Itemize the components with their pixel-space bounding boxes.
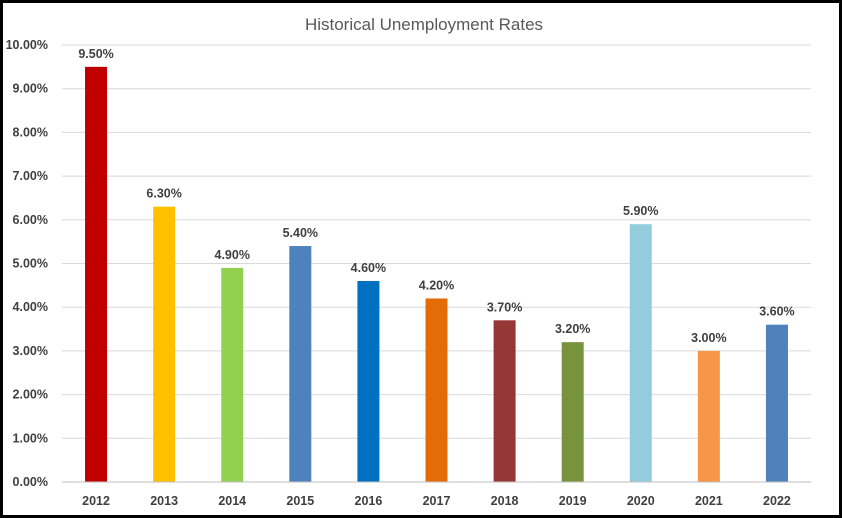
- x-tick-label: 2013: [150, 494, 178, 508]
- bar: [85, 66, 108, 482]
- bar: [357, 280, 380, 482]
- bar: [561, 342, 584, 482]
- bar: [425, 298, 448, 482]
- data-label: 5.90%: [623, 204, 658, 218]
- data-label: 9.50%: [78, 47, 113, 61]
- x-tick-label: 2014: [218, 494, 246, 508]
- bar: [697, 350, 720, 482]
- y-tick-label: 0.00%: [13, 475, 48, 489]
- x-tick-label: 2016: [355, 494, 383, 508]
- x-tick-label: 2015: [286, 494, 314, 508]
- y-tick-label: 8.00%: [13, 125, 48, 139]
- bar: [765, 324, 788, 482]
- y-tick-label: 3.00%: [13, 344, 48, 358]
- data-label: 4.60%: [351, 261, 386, 275]
- data-label: 3.00%: [691, 331, 726, 345]
- y-tick-label: 7.00%: [13, 169, 48, 183]
- y-tick-label: 9.00%: [13, 82, 48, 96]
- data-label: 3.20%: [555, 322, 590, 336]
- x-tick-label: 2021: [695, 494, 723, 508]
- data-label: 5.40%: [283, 226, 318, 240]
- chart-title: Historical Unemployment Rates: [304, 15, 544, 34]
- y-tick-label: 2.00%: [13, 388, 48, 402]
- y-tick-label: 1.00%: [13, 431, 48, 445]
- y-tick-label: 5.00%: [13, 257, 48, 271]
- x-tick-label: 2012: [82, 494, 110, 508]
- bar: [153, 206, 176, 482]
- y-tick-label: 10.00%: [6, 38, 48, 52]
- x-tick-label: 2018: [491, 494, 519, 508]
- bar: [629, 224, 652, 483]
- data-label: 3.60%: [759, 305, 794, 319]
- y-tick-label: 4.00%: [13, 300, 48, 314]
- bar: [493, 320, 516, 482]
- x-tick-label: 2022: [763, 494, 791, 508]
- x-tick-label: 2020: [627, 494, 655, 508]
- data-label: 6.30%: [146, 187, 181, 201]
- y-tick-label: 6.00%: [13, 213, 48, 227]
- bar: [289, 246, 312, 482]
- x-tick-label: 2019: [559, 494, 587, 508]
- data-label: 4.90%: [215, 248, 250, 262]
- bar: [221, 267, 244, 482]
- data-label: 3.70%: [487, 300, 522, 314]
- data-label: 4.20%: [419, 278, 454, 292]
- x-tick-label: 2017: [423, 494, 451, 508]
